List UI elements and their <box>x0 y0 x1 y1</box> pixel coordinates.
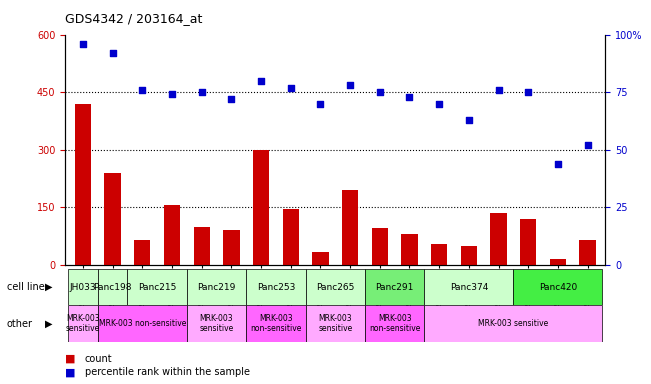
Point <box>345 82 355 88</box>
Bar <box>75 104 91 265</box>
Point <box>197 89 207 95</box>
Text: Panc219: Panc219 <box>197 283 236 291</box>
Bar <box>246 269 305 305</box>
Bar <box>514 269 602 305</box>
Text: JH033: JH033 <box>70 283 96 291</box>
Point <box>553 161 563 167</box>
Point <box>167 91 177 98</box>
Text: other: other <box>7 318 33 329</box>
Text: MRK-003
sensitive: MRK-003 sensitive <box>199 314 234 333</box>
Bar <box>305 305 365 342</box>
Bar <box>305 269 365 305</box>
Bar <box>431 244 447 265</box>
Bar <box>128 269 187 305</box>
Point <box>137 87 148 93</box>
Bar <box>134 240 150 265</box>
Text: Panc374: Panc374 <box>450 283 488 291</box>
Text: MRK-003 sensitive: MRK-003 sensitive <box>478 319 549 328</box>
Point <box>493 87 504 93</box>
Bar <box>461 246 477 265</box>
Bar <box>365 305 424 342</box>
Text: percentile rank within the sample: percentile rank within the sample <box>85 367 249 377</box>
Text: ■: ■ <box>65 354 76 364</box>
Text: MRK-003 non-sensitive: MRK-003 non-sensitive <box>98 319 186 328</box>
Bar <box>283 209 299 265</box>
Bar <box>193 227 210 265</box>
Point <box>226 96 236 102</box>
Text: ▶: ▶ <box>45 282 53 292</box>
Point <box>286 84 296 91</box>
Bar <box>520 219 536 265</box>
Text: ▶: ▶ <box>45 318 53 329</box>
Point <box>523 89 533 95</box>
Bar <box>424 305 602 342</box>
Bar <box>312 252 329 265</box>
Point <box>107 50 118 56</box>
Text: GDS4342 / 203164_at: GDS4342 / 203164_at <box>65 12 202 25</box>
Bar <box>187 305 246 342</box>
Bar <box>98 269 128 305</box>
Point <box>77 41 88 47</box>
Bar <box>223 230 240 265</box>
Bar <box>68 305 98 342</box>
Point <box>434 101 445 107</box>
Bar <box>549 259 566 265</box>
Text: Panc420: Panc420 <box>539 283 577 291</box>
Point <box>315 101 326 107</box>
Bar <box>98 305 187 342</box>
Bar <box>246 305 305 342</box>
Text: Panc265: Panc265 <box>316 283 354 291</box>
Text: MRK-003
non-sensitive: MRK-003 non-sensitive <box>250 314 301 333</box>
Text: MRK-003
sensitive: MRK-003 sensitive <box>66 314 100 333</box>
Point <box>583 142 593 148</box>
Text: MRK-003
non-sensitive: MRK-003 non-sensitive <box>369 314 421 333</box>
Text: MRK-003
sensitive: MRK-003 sensitive <box>318 314 352 333</box>
Bar <box>401 234 418 265</box>
Text: Panc253: Panc253 <box>256 283 295 291</box>
Bar <box>372 228 388 265</box>
Bar <box>187 269 246 305</box>
Bar <box>342 190 358 265</box>
Bar <box>365 269 424 305</box>
Bar <box>253 150 270 265</box>
Text: cell line: cell line <box>7 282 44 292</box>
Point <box>256 78 266 84</box>
Bar <box>579 240 596 265</box>
Bar <box>490 213 506 265</box>
Point <box>464 117 474 123</box>
Text: Panc215: Panc215 <box>138 283 176 291</box>
Bar <box>164 205 180 265</box>
Text: Panc291: Panc291 <box>376 283 414 291</box>
Bar <box>424 269 514 305</box>
Text: ■: ■ <box>65 367 76 377</box>
Text: Panc198: Panc198 <box>93 283 132 291</box>
Bar <box>104 173 121 265</box>
Point <box>374 89 385 95</box>
Point <box>404 94 415 100</box>
Bar <box>68 269 98 305</box>
Text: count: count <box>85 354 112 364</box>
